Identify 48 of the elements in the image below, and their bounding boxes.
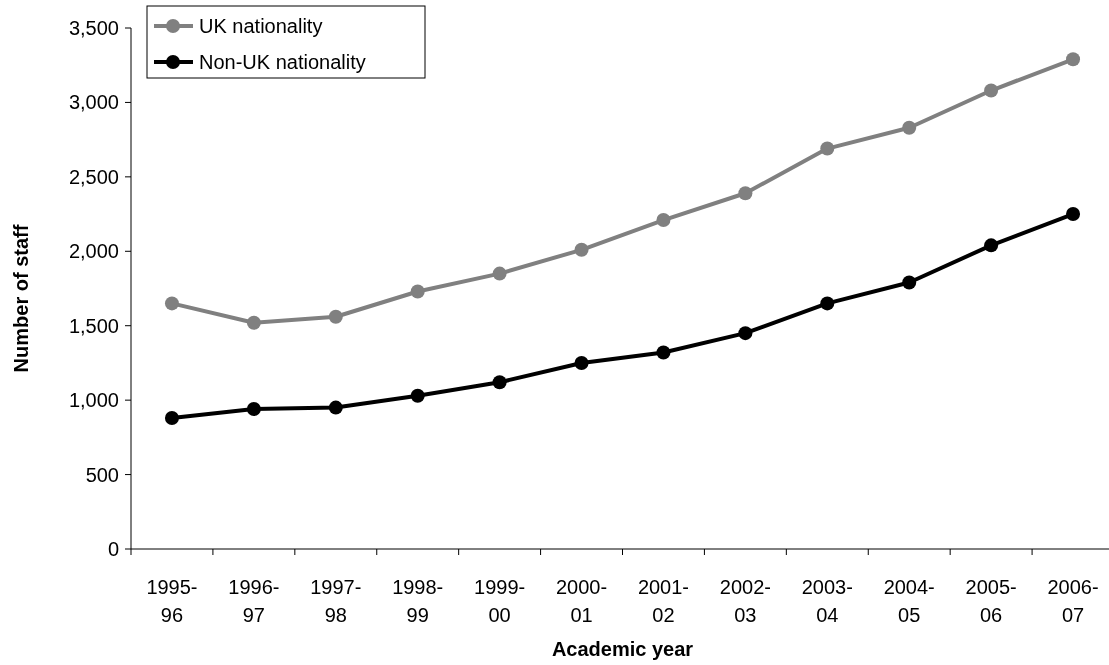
y-tick-label: 3,000: [68, 91, 119, 114]
point: [820, 296, 835, 311]
legend-label: UK nationality: [199, 15, 323, 37]
point: [164, 296, 179, 311]
x-axis-title: Academic year: [551, 638, 694, 660]
x-tick-label: 1995-96: [146, 576, 198, 626]
x-tick-label: 1997-98: [310, 576, 362, 626]
x-tick-label: 1996-97: [228, 576, 280, 626]
x-tick-label: 2005-06: [965, 576, 1017, 626]
x-tick-label: 2001-02: [637, 576, 690, 626]
point: [328, 400, 343, 415]
point: [492, 266, 507, 281]
x-tick-label: 1998-99: [392, 576, 444, 626]
point: [656, 345, 671, 360]
x-tick-label: 1999-00: [474, 576, 526, 626]
x-tick-label: 2006-07: [1047, 576, 1099, 626]
point: [164, 411, 179, 426]
y-axis-title: Number of staff: [10, 224, 32, 373]
point: [246, 315, 261, 330]
point: [738, 326, 753, 341]
point: [1066, 52, 1081, 67]
x-tick-label: 2002-03: [719, 576, 771, 626]
point: [328, 309, 343, 324]
y-tick-label: 1,000: [68, 389, 119, 412]
point: [574, 355, 589, 370]
legend-label: Non-UK nationality: [199, 51, 366, 73]
point: [246, 402, 261, 417]
point: [738, 186, 753, 201]
y-tick-label: 1,500: [68, 314, 119, 337]
point: [1066, 207, 1081, 222]
y-tick-label: 0: [107, 538, 119, 560]
point: [492, 375, 507, 390]
x-tick-label: 2000-01: [555, 576, 608, 626]
y-tick-label: 2,500: [68, 165, 119, 188]
x-tick-label: 2004-05: [883, 576, 935, 626]
point: [902, 120, 917, 135]
point: [984, 83, 999, 98]
y-tick-label: 2,000: [68, 240, 119, 263]
point: [656, 213, 671, 228]
point: [410, 388, 425, 403]
point: [574, 242, 589, 257]
point: [984, 238, 999, 253]
y-tick-label: 500: [85, 463, 119, 486]
point: [410, 284, 425, 299]
point: [902, 275, 917, 290]
point: [820, 141, 835, 156]
y-tick-label: 3,500: [68, 17, 119, 39]
x-tick-label: 2003-04: [801, 576, 853, 626]
